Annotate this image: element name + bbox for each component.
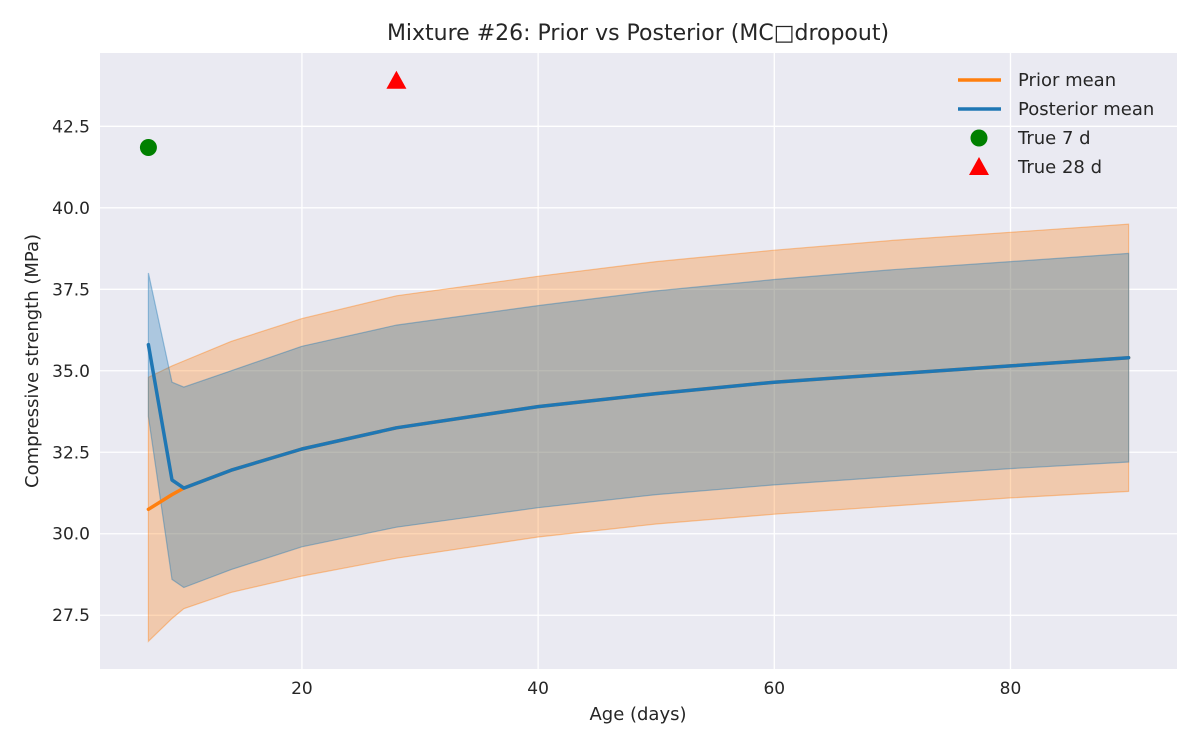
y-tick-label: 35.0 [52, 362, 90, 382]
legend: Prior mean Posterior mean True 7 d True 28 … [958, 70, 1154, 178]
true-7-d-point [139, 139, 157, 157]
series-lines [146, 342, 1131, 512]
plot-area [100, 53, 1177, 669]
y-tick-label: 40.0 [52, 199, 90, 219]
x-tick-label: 60 [763, 679, 785, 699]
true-28-d-point [386, 70, 407, 89]
y-axis-label: Compressive strength (MPa) [22, 234, 43, 488]
y-tick-label: 30.0 [52, 525, 90, 545]
x-tick-label: 40 [527, 679, 549, 699]
y-tick-label: 37.5 [52, 280, 90, 300]
y-tick-label: 32.5 [52, 443, 90, 463]
x-tick-label: 20 [291, 679, 313, 699]
grid [100, 53, 1177, 669]
y-tick-label: 27.5 [52, 606, 90, 626]
prior-band [147, 223, 1130, 643]
legend-label-true-7-d: True 7 d [1017, 128, 1091, 149]
legend-label-posterior-mean: Posterior mean [1018, 99, 1154, 120]
x-tick-labels: 20 40 60 80 [291, 679, 1021, 699]
posterior-band [147, 252, 1130, 589]
bands [147, 223, 1130, 643]
legend-swatch-true-28-d [969, 157, 989, 175]
posterior-mean-line [146, 342, 1131, 490]
chart-title: Mixture #26: Prior vs Posterior (MC□drop… [387, 21, 889, 46]
x-axis-label: Age (days) [589, 704, 686, 725]
x-tick-label: 80 [1000, 679, 1022, 699]
markers [139, 70, 407, 157]
legend-label-true-28-d: True 28 d [1017, 157, 1102, 178]
legend-label-prior-mean: Prior mean [1018, 70, 1116, 91]
y-tick-label: 42.5 [52, 117, 90, 137]
y-tick-labels: 27.5 30.0 32.5 35.0 37.5 40.0 42.5 [52, 117, 90, 626]
legend-swatch-true-7-d [970, 129, 988, 147]
